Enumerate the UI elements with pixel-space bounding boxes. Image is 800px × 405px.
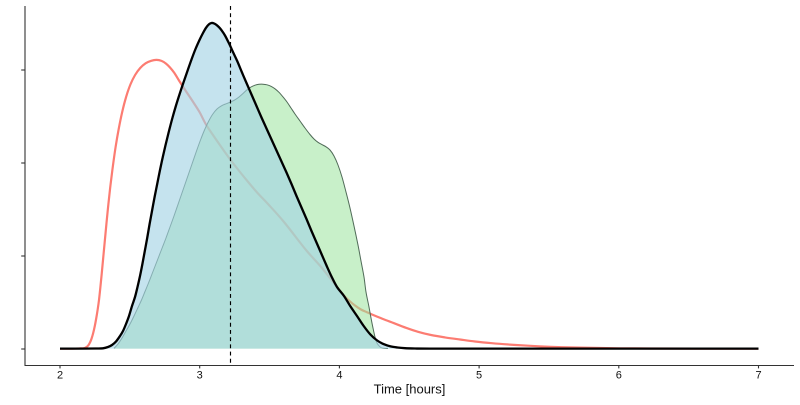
svg-text:7: 7: [755, 370, 761, 382]
svg-text:6: 6: [616, 370, 622, 382]
svg-text:3: 3: [197, 370, 203, 382]
svg-text:4: 4: [336, 370, 342, 382]
svg-text:5: 5: [476, 370, 482, 382]
svg-text:Time [hours]: Time [hours]: [374, 382, 446, 397]
svg-text:2: 2: [57, 370, 63, 382]
